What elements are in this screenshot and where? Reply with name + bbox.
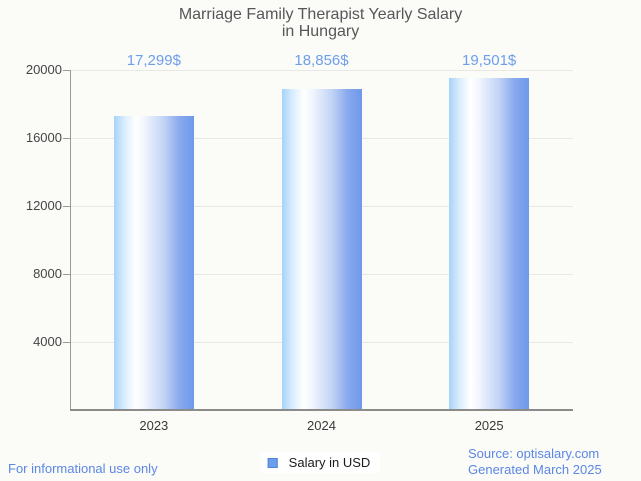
chart-title-line2: in Hungary [281,23,360,40]
x-axis-label: 2023 [139,418,169,433]
y-axis-tick [63,342,70,343]
legend-label: Salary in USD [288,455,371,470]
bar-value-label: 19,501$ [462,52,517,69]
bar-2023[interactable] [113,115,194,409]
y-axis-tick [63,138,70,139]
source-link[interactable]: Source: optisalary.com [468,446,600,461]
legend[interactable]: Salary in USD [260,452,380,473]
y-axis-label: 12000 [25,198,62,213]
bar-2025[interactable] [449,78,530,409]
x-axis [70,409,573,411]
x-axis-label: 2025 [474,418,504,433]
y-axis-tick [63,274,70,275]
y-axis-tick [63,206,70,207]
y-axis-label: 8000 [33,266,62,281]
y-axis-tick [63,70,70,71]
generated-date: Generated March 2025 [468,462,602,477]
x-axis-label: 2024 [307,418,336,433]
bar-value-label: 17,299$ [126,52,181,69]
source-block: Source: optisalary.com Generated March 2… [468,446,602,478]
y-axis [70,70,71,410]
y-axis-label: 16000 [25,130,62,145]
disclaimer-text: For informational use only [8,461,158,476]
legend-marker-icon [267,457,278,468]
chart-title: Marriage Family Therapist Yearly Salary … [0,6,641,40]
y-axis-label: 4000 [33,334,62,349]
bar-value-label: 18,856$ [294,52,349,69]
gridline [70,70,573,71]
chart-title-line1: Marriage Family Therapist Yearly Salary [178,6,463,23]
y-axis-label: 20000 [25,62,62,77]
bar-2024[interactable] [281,89,362,409]
